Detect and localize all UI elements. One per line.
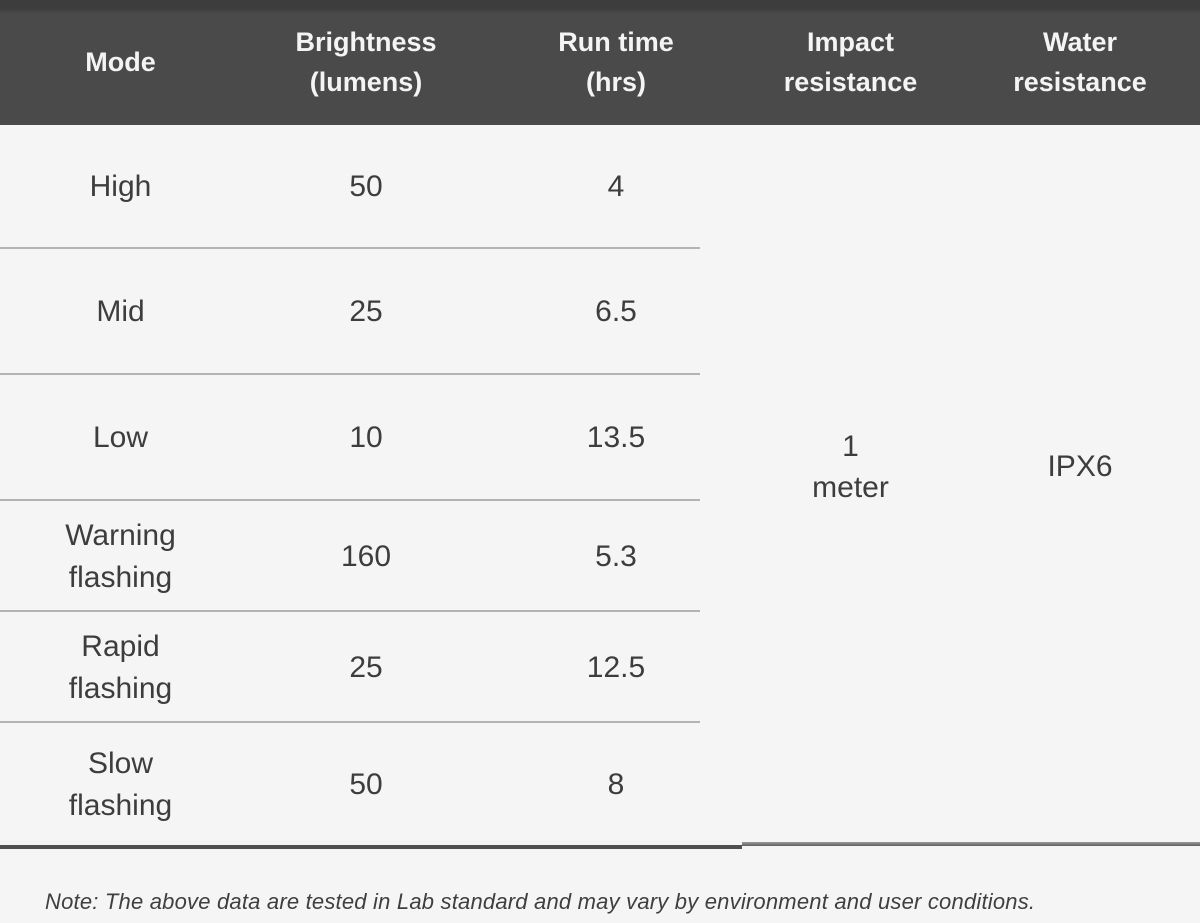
brightness-cell: 50 xyxy=(349,170,383,203)
table-body: High 50 4 Mid 25 6.5 Low 10 13.5 Warning… xyxy=(0,125,1200,846)
brightness-cell: 50 xyxy=(349,767,383,801)
run-time-cell: 5.3 xyxy=(595,539,637,573)
header-run-time: Run time (hrs) xyxy=(558,27,674,97)
table-row: Rapid flashing 25 12.5 xyxy=(0,612,741,723)
water-resistance-value: IPX6 xyxy=(1047,450,1113,484)
brightness-cell: 160 xyxy=(340,539,392,573)
bottom-rule-left xyxy=(0,845,742,849)
bottom-rule-right xyxy=(742,842,1200,846)
mode-cell: Warning flashing xyxy=(65,518,176,594)
mode-rows-section: High 50 4 Mid 25 6.5 Low 10 13.5 Warning… xyxy=(0,125,741,846)
table-row: High 50 4 xyxy=(0,125,741,249)
mode-cell: Low xyxy=(92,421,149,454)
header-mode: Mode xyxy=(85,46,156,77)
run-time-cell: 12.5 xyxy=(586,650,646,684)
run-time-cell: 8 xyxy=(607,767,625,801)
table-header-row: Mode Brightness (lumens) Run time (hrs) … xyxy=(0,0,1200,125)
merged-cells-section: 1 meter IPX6 xyxy=(741,125,1200,846)
run-time-cell: 4 xyxy=(607,170,625,203)
mode-cell: Rapid flashing xyxy=(68,629,173,705)
table-row: Mid 25 6.5 xyxy=(0,249,741,375)
header-brightness: Brightness (lumens) xyxy=(295,27,437,97)
header-impact-resistance: Impact resistance xyxy=(783,27,918,97)
brightness-cell: 25 xyxy=(349,295,383,328)
mode-cell: High xyxy=(89,170,152,203)
footnote: Note: The above data are tested in Lab s… xyxy=(45,889,1036,914)
brightness-cell: 10 xyxy=(349,421,383,454)
mode-cell: Slow flashing xyxy=(68,746,173,822)
run-time-cell: 6.5 xyxy=(595,295,637,328)
header-water-resistance: Water resistance xyxy=(1013,27,1147,97)
brightness-cell: 25 xyxy=(349,650,383,684)
impact-resistance-value: 1 meter xyxy=(812,430,889,504)
table-row: Low 10 13.5 xyxy=(0,375,741,501)
run-time-cell: 13.5 xyxy=(586,421,646,454)
table-row: Warning flashing 160 5.3 xyxy=(0,501,741,612)
table-row: Slow flashing 50 8 xyxy=(0,723,741,846)
mode-cell: Mid xyxy=(96,295,145,328)
